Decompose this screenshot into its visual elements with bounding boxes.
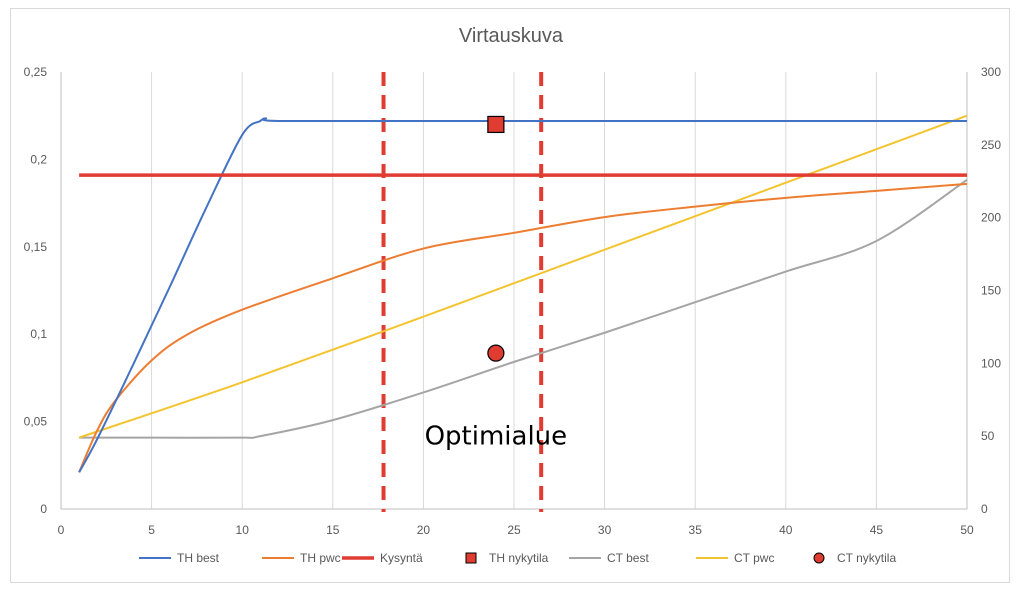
y-left-tick-label: 0,1 (30, 327, 47, 341)
y-right-tick-label: 150 (981, 284, 1001, 298)
series-group (78, 114, 968, 473)
y-left-tick-label: 0 (40, 502, 47, 516)
y-left-tick-label: 0,2 (30, 152, 47, 166)
legend: TH best TH pwc Kysyntä TH nykytila CT best CT… (139, 551, 896, 565)
legend-label: CT nykytila (837, 551, 896, 565)
x-tick-label: 20 (417, 523, 431, 537)
chart-svg: 0 5 10 15 20 25 30 35 40 45 50 0 0,05 0,1 0,15 0,2 0,25 0… (24, 25, 1002, 565)
series-ct-best (79, 178, 968, 439)
y-right-tick-label: 50 (981, 429, 995, 443)
optimal-range-lines (381, 72, 544, 512)
chart-title: Virtauskuva (459, 25, 564, 47)
y-left-tick-label: 0,05 (24, 415, 48, 429)
x-tick-label: 30 (598, 523, 612, 537)
axes (60, 72, 968, 510)
optimal-range-annotation: Optimialue (425, 422, 568, 452)
chart-frame: 0 5 10 15 20 25 30 35 40 45 50 0 0,05 0,1 0,15 0,2 0,25 0… (10, 8, 1010, 583)
tick-labels: 0 5 10 15 20 25 30 35 40 45 50 0 0,05 0,1 0,15 0,2 0,25 0… (24, 65, 1002, 537)
x-tick-label: 50 (960, 523, 974, 537)
marker-ct-nykytila (487, 344, 505, 362)
x-tick-label: 10 (236, 523, 250, 537)
y-right-tick-label: 250 (981, 138, 1001, 152)
y-left-tick-label: 0,25 (24, 65, 48, 79)
x-tick-label: 25 (507, 523, 521, 537)
legend-label: CT pwc (734, 551, 774, 565)
legend-label: TH nykytila (489, 551, 549, 565)
series-th-pwc (78, 182, 968, 473)
x-tick-label: 5 (148, 523, 155, 537)
y-right-tick-label: 200 (981, 211, 1001, 225)
legend-label: CT best (607, 551, 649, 565)
x-tick-label: 45 (870, 523, 884, 537)
legend-swatch (465, 552, 477, 564)
y-right-tick-label: 100 (981, 356, 1001, 370)
x-tick-label: 40 (779, 523, 793, 537)
legend-label: TH pwc (300, 551, 341, 565)
x-tick-label: 35 (689, 523, 703, 537)
y-right-tick-label: 300 (981, 65, 1001, 79)
y-right-tick-label: 0 (981, 502, 988, 516)
series-ct-pwc (78, 114, 968, 439)
markers-group (487, 115, 505, 362)
x-tick-label: 15 (326, 523, 340, 537)
legend-swatch (813, 552, 825, 564)
x-tick-label: 0 (58, 523, 65, 537)
series-th-best (78, 117, 967, 473)
marker-th-nykytila (487, 115, 505, 134)
y-left-tick-label: 0,15 (24, 240, 48, 254)
legend-label: TH best (177, 551, 220, 565)
legend-label: Kysyntä (380, 551, 423, 565)
